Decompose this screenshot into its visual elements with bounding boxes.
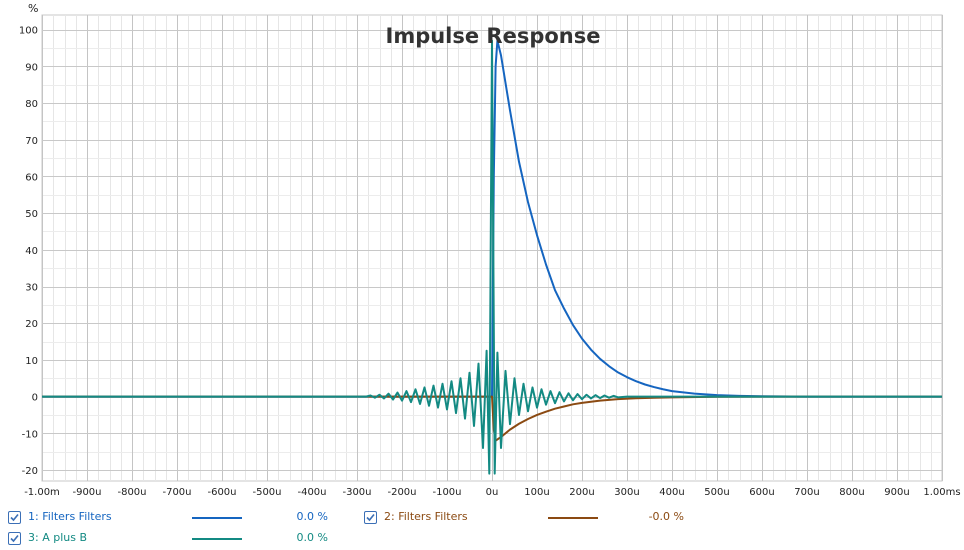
legend-swatch-3	[192, 538, 242, 540]
x-tick-label: -100u	[432, 487, 461, 498]
legend-value-1: 0.0 %	[296, 510, 328, 523]
chart-series	[42, 39, 942, 475]
x-tick-label: 200u	[569, 487, 594, 498]
checkmark-icon	[10, 534, 19, 543]
x-tick-label: 500u	[704, 487, 729, 498]
checkmark-icon	[366, 513, 375, 522]
chart-title: Impulse Response	[386, 24, 601, 48]
x-tick-label: -700u	[162, 487, 191, 498]
y-tick-label: 60	[25, 172, 38, 183]
y-tick-label: 20	[25, 319, 38, 330]
legend-item-3[interactable]: 3: A plus B 0.0 %	[8, 530, 338, 548]
legend-value-3: 0.0 %	[296, 531, 328, 544]
x-tick-label: 700u	[794, 487, 819, 498]
x-tick-label: -800u	[117, 487, 146, 498]
legend-label-2: 2: Filters Filters	[384, 510, 468, 523]
y-tick-label: 50	[25, 209, 38, 220]
legend-item-2[interactable]: 2: Filters Filters -0.0 %	[364, 509, 704, 527]
y-tick-label: 100	[19, 26, 38, 37]
legend-swatch-1	[192, 517, 242, 519]
checkmark-icon	[10, 513, 19, 522]
legend-checkbox-1[interactable]	[8, 511, 21, 524]
x-tick-label: 800u	[839, 487, 864, 498]
y-tick-label: -20	[22, 466, 38, 477]
legend-value-2: -0.0 %	[648, 510, 684, 523]
x-tick-label: -600u	[207, 487, 236, 498]
y-tick-label: 70	[25, 136, 38, 147]
x-tick-label: -300u	[342, 487, 371, 498]
x-tick-label: -900u	[72, 487, 101, 498]
x-tick-label: -400u	[297, 487, 326, 498]
y-tick-label: 80	[25, 99, 38, 110]
x-tick-label: 600u	[749, 487, 774, 498]
y-tick-label: 90	[25, 62, 38, 73]
y-tick-label: 30	[25, 283, 38, 294]
x-tick-label: 300u	[614, 487, 639, 498]
x-tick-label: -1.00m	[24, 487, 60, 498]
y-tick-label: 40	[25, 246, 38, 257]
legend-swatch-2	[548, 517, 598, 519]
series-line-1	[42, 39, 942, 398]
legend-checkbox-3[interactable]	[8, 532, 21, 545]
y-tick-label: -10	[22, 429, 38, 440]
legend-item-1[interactable]: 1: Filters Filters 0.0 %	[8, 509, 338, 527]
impulse-response-chart: -1.00m -900u -800u -700u -600u -500u -400u -300…	[19, 2, 961, 498]
y-tick-label: 10	[25, 356, 38, 367]
x-tick-label: 0u	[486, 487, 499, 498]
x-tick-label: 900u	[884, 487, 909, 498]
x-tick-label: -500u	[252, 487, 281, 498]
series-line-3	[42, 39, 942, 475]
legend-label-3: 3: A plus B	[28, 531, 88, 544]
x-tick-label: 1.00ms	[923, 487, 960, 498]
y-axis-unit-label: %	[28, 2, 38, 15]
x-tick-label: -200u	[387, 487, 416, 498]
legend-checkbox-2[interactable]	[364, 511, 377, 524]
x-tick-label: 100u	[524, 487, 549, 498]
legend-label-1: 1: Filters Filters	[28, 510, 112, 523]
y-tick-label: 0	[32, 393, 38, 404]
x-axis-ticks: -1.00m -900u -800u -700u -600u -500u -400u -300…	[24, 487, 960, 498]
x-tick-label: 400u	[659, 487, 684, 498]
